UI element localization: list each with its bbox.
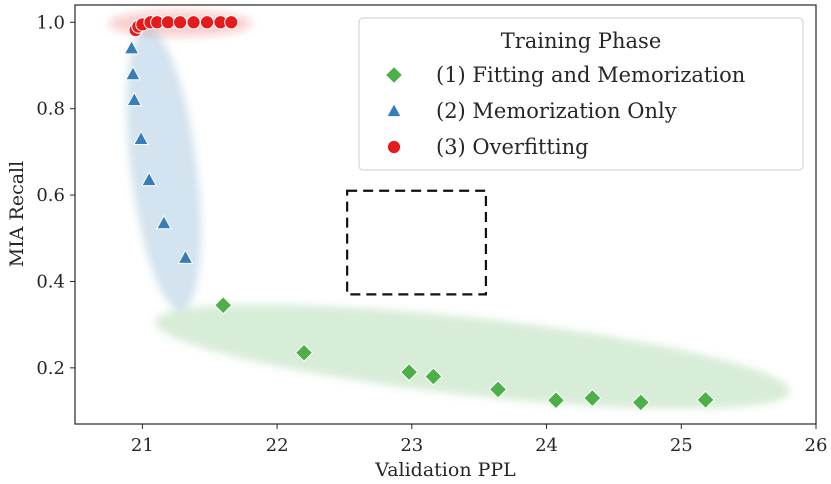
data-points <box>123 15 715 412</box>
diamond-point <box>488 380 508 399</box>
circle-point <box>186 15 201 30</box>
triangle-point <box>177 249 194 264</box>
triangle-point <box>155 214 172 230</box>
x-tick-label: 22 <box>266 435 289 456</box>
triangle-point <box>124 65 141 81</box>
legend-frame <box>358 17 804 171</box>
x-tick-label: 26 <box>805 435 828 456</box>
dashed-annotation-box <box>346 189 488 296</box>
x-tick-label: 24 <box>535 435 558 456</box>
memorization-cluster-region <box>126 27 202 311</box>
legend-triangle-marker <box>386 102 402 118</box>
plot-frame <box>74 4 817 425</box>
x-tick-label: 25 <box>670 435 693 456</box>
y-axis-ticks: 0.2 0.4 0.6 0.8 1.0 <box>36 12 75 379</box>
y-tick-label: 0.6 <box>36 185 65 206</box>
triangle-point <box>133 130 149 146</box>
x-tick-label: 23 <box>400 435 423 456</box>
diamond-point <box>213 296 233 315</box>
annotation-layer <box>346 189 488 296</box>
legend-title: Training Phase <box>501 29 662 53</box>
x-axis-ticks: 21 22 23 24 25 26 <box>131 424 828 456</box>
circle-point <box>224 15 239 30</box>
diamond-point <box>399 362 419 382</box>
legend-entry-label: (1) Fitting and Memorization <box>436 63 745 87</box>
y-tick-label: 0.4 <box>36 271 65 292</box>
legend-entry-label: (2) Memorization Only <box>436 99 677 123</box>
circle-point <box>199 15 215 30</box>
x-tick-label: 21 <box>131 435 154 456</box>
legend: Training Phase (1) Fitting and Memorizat… <box>358 17 804 171</box>
y-tick-label: 0.8 <box>36 99 65 120</box>
legend-diamond-marker <box>384 65 404 85</box>
x-axis-label: Validation PPL <box>374 459 516 481</box>
legend-entries: (1) Fitting and Memorization (2) Memoriza… <box>384 63 745 159</box>
y-axis-label: MIA Recall <box>6 161 28 267</box>
triangle-point <box>141 171 158 187</box>
legend-circle-marker <box>386 139 402 155</box>
triangle-point <box>123 39 140 55</box>
triangle-point <box>126 91 143 107</box>
y-tick-label: 1.0 <box>36 12 65 33</box>
diamond-point <box>583 388 602 408</box>
diamond-point <box>294 343 314 362</box>
fitting-cluster-region <box>155 304 790 409</box>
diamond-point <box>424 367 443 386</box>
diamond-point <box>631 393 651 412</box>
diamond-point <box>546 391 566 410</box>
y-tick-label: 0.2 <box>36 358 65 379</box>
circle-point <box>160 15 176 30</box>
diamond-point <box>696 390 715 410</box>
circle-point <box>172 15 188 30</box>
legend-entry-label: (3) Overfitting <box>436 135 589 159</box>
